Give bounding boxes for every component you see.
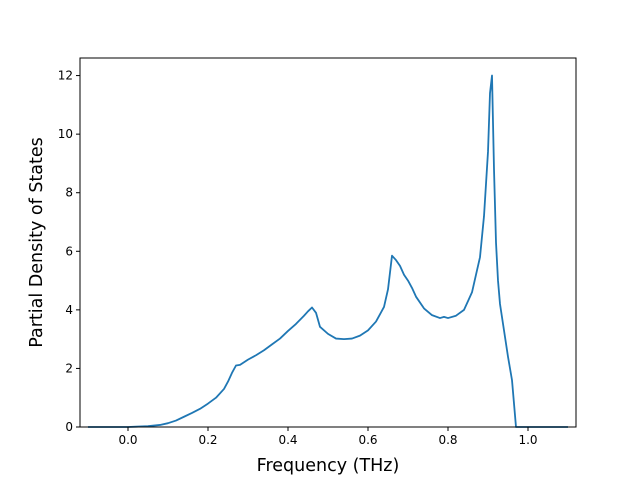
x-tick-label: 0.0 <box>118 433 137 447</box>
y-axis-label: Partial Density of States <box>27 137 47 348</box>
x-tick-label: 0.2 <box>198 433 217 447</box>
x-tick-label: 0.4 <box>278 433 297 447</box>
y-axis-ticks: 0 2 4 6 8 10 12 <box>58 69 80 434</box>
plot-area <box>88 74 568 428</box>
y-tick-label: 8 <box>65 186 73 200</box>
y-tick-label: 2 <box>65 361 73 375</box>
y-tick-label: 12 <box>58 69 73 83</box>
x-tick-label: 1.0 <box>518 433 537 447</box>
series-line <box>88 74 568 428</box>
x-tick-label: 0.8 <box>438 433 457 447</box>
x-axis-label: Frequency (THz) <box>257 456 400 476</box>
y-tick-label: 10 <box>58 127 73 141</box>
x-tick-label: 0.6 <box>358 433 377 447</box>
y-tick-label: 4 <box>65 303 73 317</box>
y-tick-label: 6 <box>65 244 73 258</box>
axes-frame <box>79 57 577 428</box>
y-tick-label: 0 <box>65 420 73 434</box>
x-axis-ticks: 0.0 0.2 0.4 0.6 0.8 1.0 <box>118 427 538 447</box>
